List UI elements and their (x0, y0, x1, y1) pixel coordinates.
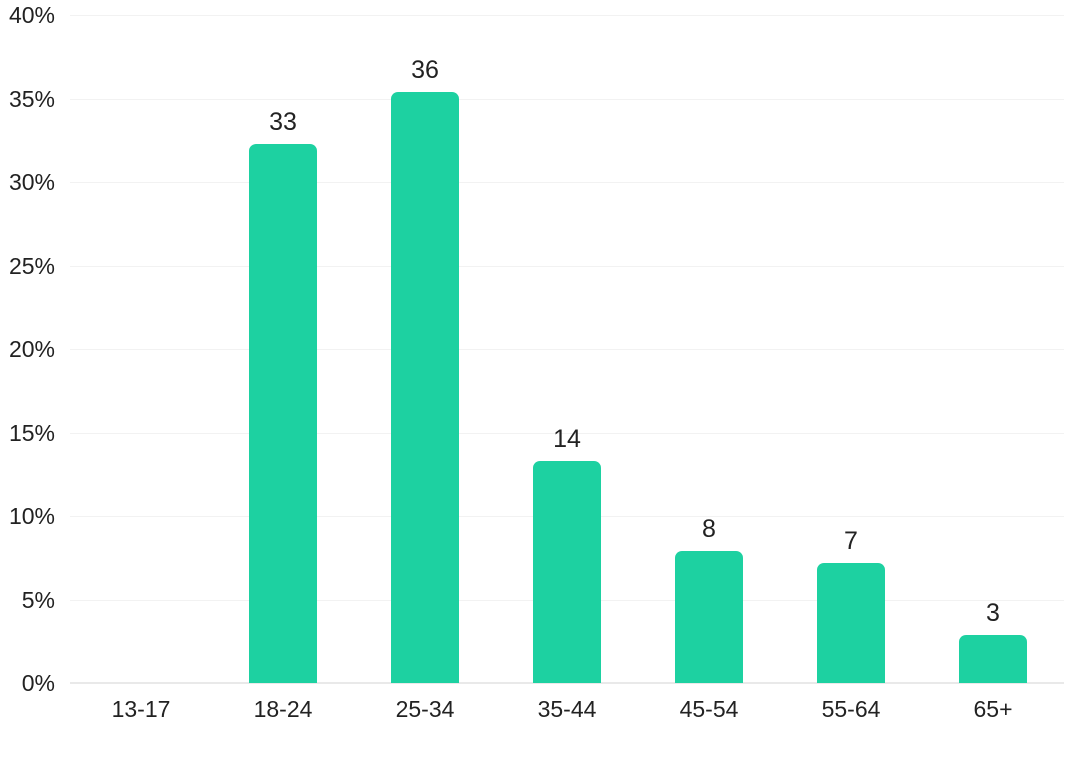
y-tick-label: 30% (8, 169, 55, 195)
bar-value-label: 3 (986, 598, 1000, 627)
gridline (70, 349, 1064, 350)
bar-value-label: 7 (844, 526, 858, 555)
x-tick-label: 55-64 (821, 696, 881, 722)
gridline (70, 15, 1064, 16)
x-tick-label: 13-17 (111, 696, 171, 722)
bar-value-label: 33 (269, 107, 297, 136)
x-tick-label: 18-24 (253, 696, 313, 722)
bar-65+ (959, 634, 1027, 683)
bar-45-54 (675, 551, 743, 683)
gridline (70, 182, 1064, 183)
y-tick-label: 5% (21, 586, 55, 613)
bar-25-34 (391, 91, 459, 683)
x-tick-label: 45-54 (679, 696, 739, 722)
bar-value-label: 8 (702, 515, 716, 544)
bar-55-64 (817, 562, 885, 683)
y-tick-label: 35% (8, 85, 55, 112)
y-tick-label: 0% (21, 670, 55, 696)
x-tick-label: 35-44 (537, 696, 597, 722)
bar-value-label: 14 (553, 424, 581, 453)
y-tick-label: 15% (8, 419, 55, 446)
bar-18-24 (249, 143, 317, 683)
gridline (70, 98, 1064, 100)
y-tick-label: 40% (8, 2, 55, 28)
x-tick-label: 65+ (973, 696, 1013, 722)
y-tick-label: 20% (8, 336, 55, 362)
bar-value-label: 36 (411, 55, 439, 84)
y-tick-label: 10% (8, 503, 55, 529)
bar-35-44 (533, 460, 601, 683)
gridline (70, 265, 1064, 267)
y-tick-label: 25% (8, 252, 55, 279)
x-tick-label: 25-34 (395, 696, 455, 722)
